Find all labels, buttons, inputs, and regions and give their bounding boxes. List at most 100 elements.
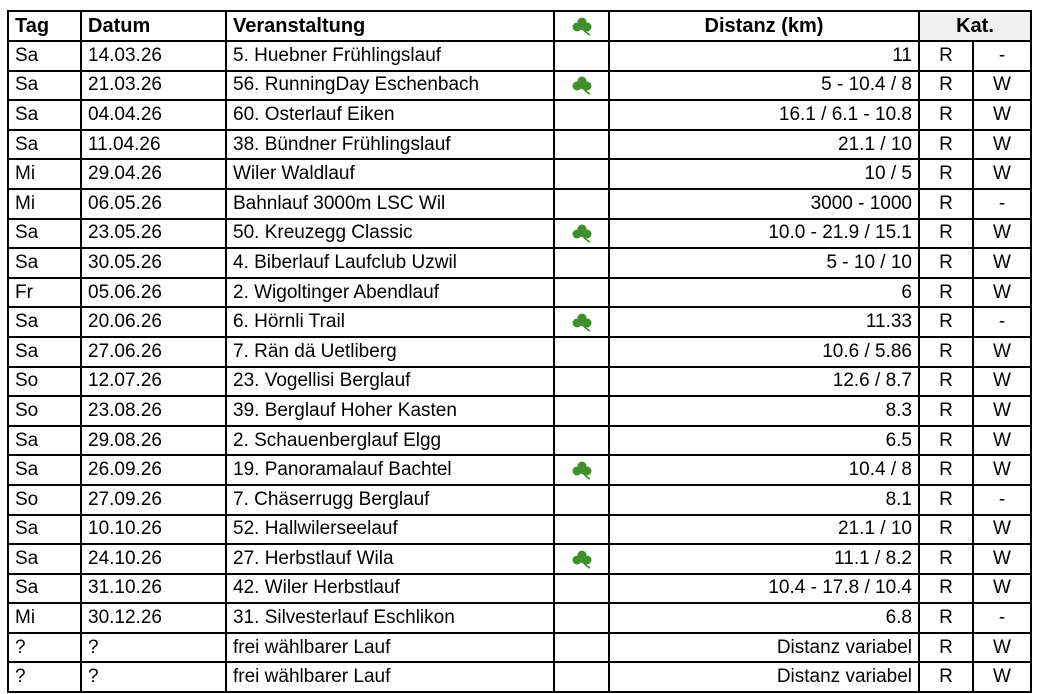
table-row: Fr 05.06.26 2. Wigoltinger Abendlauf 6 R… [7, 276, 1032, 309]
cell-datum: ? [80, 631, 227, 664]
cell-distanz: 11.33 [608, 306, 920, 338]
cell-tag: So [7, 395, 82, 427]
cell-kat-2: W [972, 158, 1032, 190]
cell-tag: So [7, 483, 82, 516]
header-distanz: Distanz (km) [608, 10, 920, 42]
cell-distanz: 6.8 [608, 602, 920, 634]
table-row: So 27.09.26 7. Chäserrugg Berglauf 8.1 R… [7, 483, 1032, 516]
cell-clover [553, 454, 610, 486]
cell-kat-2: W [972, 454, 1032, 486]
cell-distanz: 12.6 / 8.7 [608, 365, 920, 398]
cell-clover [553, 276, 610, 309]
cell-kat-2: - [972, 40, 1032, 72]
cell-clover [553, 395, 610, 427]
cell-distanz: Distanz variabel [608, 661, 920, 694]
cell-clover [553, 424, 610, 457]
cell-veranstaltung: 38. Bündner Frühlingslauf [225, 128, 555, 161]
cell-kat-2: - [972, 306, 1032, 338]
cell-datum: 23.05.26 [80, 217, 227, 250]
cell-datum: 31.10.26 [80, 572, 227, 605]
cell-kat-1: R [918, 40, 974, 72]
cell-kat-1: R [918, 335, 974, 368]
cell-datum: 11.04.26 [80, 128, 227, 161]
cell-clover [553, 99, 610, 131]
table-row: Sa 11.04.26 38. Bündner Frühlingslauf 21… [7, 128, 1032, 161]
cell-kat-1: R [918, 217, 974, 250]
cell-distanz: 8.1 [608, 483, 920, 516]
cell-distanz: 10.4 / 8 [608, 454, 920, 486]
cell-veranstaltung: frei wählbarer Lauf [225, 631, 555, 664]
table-row: ? ? frei wählbarer Lauf Distanz variabel… [7, 631, 1032, 664]
cell-veranstaltung: 39. Berglauf Hoher Kasten [225, 395, 555, 427]
cell-veranstaltung: 31. Silvesterlauf Eschlikon [225, 602, 555, 634]
cell-kat-2: W [972, 572, 1032, 605]
table-row: Sa 30.05.26 4. Biberlauf Laufclub Uzwil … [7, 247, 1032, 279]
cell-datum: 20.06.26 [80, 306, 227, 338]
cell-clover [553, 602, 610, 634]
cell-kat-1: R [918, 365, 974, 398]
cell-distanz: 16.1 / 6.1 - 10.8 [608, 99, 920, 131]
cell-kat-2: W [972, 217, 1032, 250]
clover-icon [571, 312, 593, 332]
cell-veranstaltung: 50. Kreuzegg Classic [225, 217, 555, 250]
cell-distanz: 3000 - 1000 [608, 187, 920, 220]
cell-datum: 30.05.26 [80, 247, 227, 279]
cell-datum: 29.08.26 [80, 424, 227, 457]
cell-kat-2: W [972, 395, 1032, 427]
cell-kat-2: W [972, 276, 1032, 309]
cell-tag: Sa [7, 306, 82, 338]
cell-datum: 27.06.26 [80, 335, 227, 368]
cell-tag: Sa [7, 572, 82, 605]
cell-clover [553, 247, 610, 279]
cell-kat-2: - [972, 602, 1032, 634]
cell-tag: Sa [7, 99, 82, 131]
table-row: Mi 29.04.26 Wiler Waldlauf 10 / 5 R W [7, 158, 1032, 190]
cell-datum: 24.10.26 [80, 543, 227, 575]
cell-clover [553, 661, 610, 694]
cell-kat-1: R [918, 513, 974, 546]
cell-kat-1: R [918, 306, 974, 338]
cell-tag: Sa [7, 335, 82, 368]
cell-distanz: 10.6 / 5.86 [608, 335, 920, 368]
table-row: Sa 10.10.26 52. Hallwilerseelauf 21.1 / … [7, 513, 1032, 546]
cell-clover [553, 365, 610, 398]
cell-distanz: 11.1 / 8.2 [608, 543, 920, 575]
cell-datum: 12.07.26 [80, 365, 227, 398]
cell-clover [553, 483, 610, 516]
cell-veranstaltung: 6. Hörnli Trail [225, 306, 555, 338]
cell-veranstaltung: 56. RunningDay Eschenbach [225, 69, 555, 102]
cell-datum: 23.08.26 [80, 395, 227, 427]
cell-datum: ? [80, 661, 227, 694]
cell-kat-2: - [972, 483, 1032, 516]
cell-tag: Sa [7, 128, 82, 161]
cell-veranstaltung: 7. Rän dä Uetliberg [225, 335, 555, 368]
cell-tag: ? [7, 631, 82, 664]
cell-tag: Sa [7, 247, 82, 279]
cell-kat-1: R [918, 187, 974, 220]
cell-kat-1: R [918, 276, 974, 309]
cell-kat-2: W [972, 128, 1032, 161]
table-row: Mi 30.12.26 31. Silvesterlauf Eschlikon … [7, 602, 1032, 634]
cell-distanz: 8.3 [608, 395, 920, 427]
cell-kat-1: R [918, 395, 974, 427]
cell-kat-1: R [918, 572, 974, 605]
cell-veranstaltung: 19. Panoramalauf Bachtel [225, 454, 555, 486]
cell-veranstaltung: Bahnlauf 3000m LSC Wil [225, 187, 555, 220]
header-clover [553, 10, 610, 42]
cell-kat-2: W [972, 543, 1032, 575]
race-calendar-table: Tag Datum Veranstaltung Distanz (km) Kat… [7, 10, 1032, 694]
cell-veranstaltung: frei wählbarer Lauf [225, 661, 555, 694]
cell-distanz: 6.5 [608, 424, 920, 457]
cell-veranstaltung: 52. Hallwilerseelauf [225, 513, 555, 546]
cell-kat-1: R [918, 454, 974, 486]
cell-tag: Mi [7, 602, 82, 634]
table-row: So 23.08.26 39. Berglauf Hoher Kasten 8.… [7, 395, 1032, 427]
cell-clover [553, 69, 610, 102]
cell-kat-1: R [918, 158, 974, 190]
cell-veranstaltung: 4. Biberlauf Laufclub Uzwil [225, 247, 555, 279]
cell-tag: Sa [7, 543, 82, 575]
table-row: Sa 04.04.26 60. Osterlauf Eiken 16.1 / 6… [7, 99, 1032, 131]
header-veranstaltung: Veranstaltung [225, 10, 555, 42]
cell-tag: Sa [7, 454, 82, 486]
cell-clover [553, 631, 610, 664]
